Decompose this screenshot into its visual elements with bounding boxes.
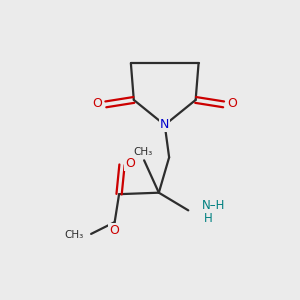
Text: O: O [227, 97, 237, 110]
Text: CH₃: CH₃ [64, 230, 84, 240]
Text: O: O [125, 157, 135, 170]
Text: CH₃: CH₃ [133, 147, 152, 157]
Text: O: O [109, 224, 119, 237]
Text: N–H: N–H [202, 200, 225, 212]
Text: O: O [93, 97, 103, 110]
Text: H: H [204, 212, 212, 225]
Text: N: N [160, 118, 169, 131]
